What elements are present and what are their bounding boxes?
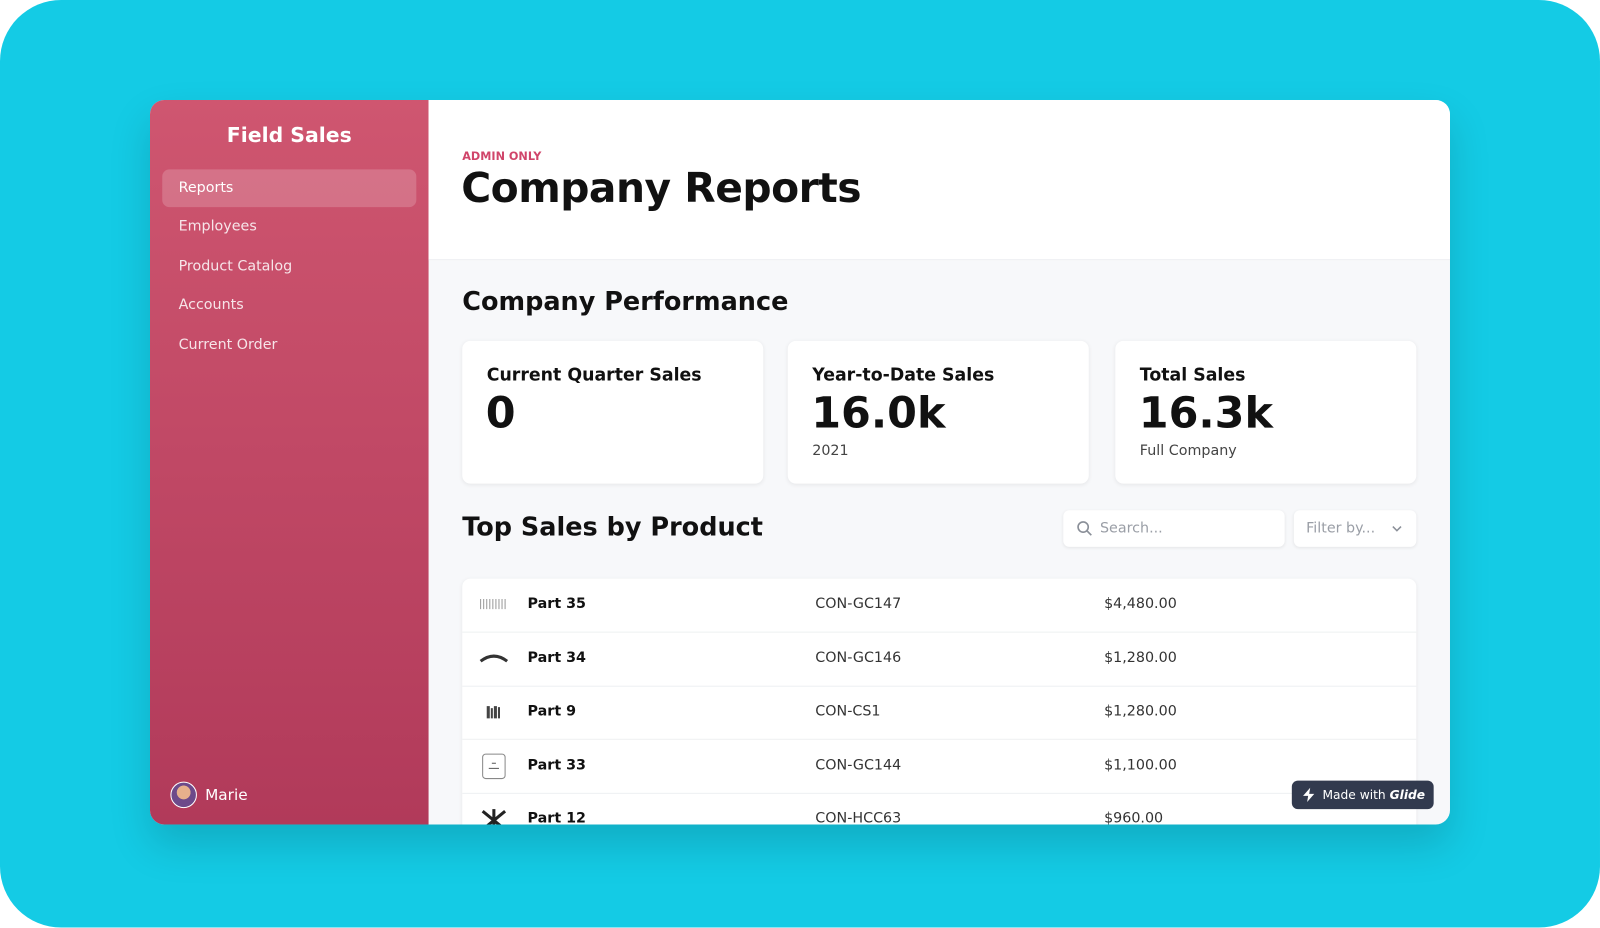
product-icon <box>481 809 507 825</box>
product-code: CON-HCC63 <box>815 810 902 825</box>
table-row[interactable]: Part 34 CON-GC146 $1,280.00 <box>462 632 1417 687</box>
user[interactable]: Marie <box>170 781 248 809</box>
header: ADMIN ONLY Company Reports <box>428 99 1450 261</box>
product-code: CON-GC147 <box>815 595 902 613</box>
product-code: CON-CS1 <box>815 703 881 720</box>
card-value: 16.3k <box>1138 387 1274 438</box>
card-subtitle: Full Company <box>1139 442 1237 460</box>
stat-card: Current Quarter Sales 0 <box>462 340 764 484</box>
table-row[interactable]: Part 33 CON-GC144 $1,100.00 <box>462 739 1417 794</box>
product-icon <box>486 706 500 719</box>
product-icon <box>479 654 509 662</box>
eyebrow: ADMIN ONLY <box>462 149 542 164</box>
search-placeholder: Search... <box>1099 520 1163 537</box>
app-title: Field Sales <box>226 122 352 147</box>
sidebar: Field Sales Reports Employees Product Cata… <box>149 99 429 825</box>
product-code: CON-GC146 <box>815 649 902 666</box>
search-input[interactable]: Search... <box>1063 510 1285 547</box>
chevron <box>1392 525 1402 532</box>
product-price: $4,480.00 <box>1104 595 1177 613</box>
table-row[interactable]: Part 35 CON-GC147 $4,480.00 <box>462 579 1417 633</box>
app-window: Field Sales Reports Employees Product Cata… <box>149 99 1450 825</box>
nav-item[interactable]: Employees <box>178 218 257 236</box>
filter-select[interactable]: Filter by... <box>1293 510 1417 547</box>
nav-item[interactable]: Current Order <box>178 336 278 353</box>
bolt-icon <box>1303 787 1315 803</box>
product-price: $1,100.00 <box>1104 756 1177 773</box>
table-row[interactable]: Part 9 CON-CS1 $1,280.00 <box>462 686 1417 740</box>
product-name: Part 34 <box>527 649 587 666</box>
card-subtitle: 2021 <box>812 442 849 460</box>
card-value: 0 <box>485 387 516 438</box>
card-title: Total Sales <box>1139 365 1246 386</box>
search-icon <box>1077 521 1092 536</box>
card-title: Current Quarter Sales <box>486 365 702 386</box>
section-title: Top Sales by Product <box>462 512 763 542</box>
badge-prefix: Made with <box>1322 787 1386 803</box>
stat-card: Total Sales 16.3k Full Company <box>1115 340 1417 484</box>
product-name: Part 33 <box>527 756 587 773</box>
stat-card: Year-to-Date Sales 16.0k 2021 <box>787 340 1089 484</box>
badge-brand: Glide <box>1389 787 1426 803</box>
nav-item[interactable]: Reports <box>162 169 417 208</box>
product-name: Part 12 <box>527 810 587 825</box>
product-price: $960.00 <box>1104 810 1164 825</box>
card-value: 16.0k <box>811 387 946 438</box>
page-title: Company Reports <box>461 165 862 213</box>
product-name: Part 9 <box>527 703 577 720</box>
nav-item[interactable]: Accounts <box>178 297 244 314</box>
product-code: CON-GC144 <box>815 756 902 773</box>
product-price: $1,280.00 <box>1104 649 1177 666</box>
made-with-badge[interactable]: Made with Glide <box>1291 780 1434 810</box>
filter-placeholder: Filter by... <box>1306 520 1376 537</box>
product-table: Part 35 CON-GC147 $4,480.00 Part 34 CON-GC14… <box>462 578 1417 825</box>
card-title: Year-to-Date Sales <box>812 365 995 386</box>
section-title: Company Performance <box>462 286 789 317</box>
product-icon <box>482 753 506 779</box>
product-price: $1,280.00 <box>1104 703 1177 720</box>
user-name: Marie <box>205 785 248 805</box>
product-icon <box>480 598 506 610</box>
avatar <box>170 781 197 809</box>
nav-item[interactable]: Product Catalog <box>178 257 293 275</box>
table-row[interactable]: Part 12 CON-HCC63 $960.00 <box>462 793 1416 825</box>
product-name: Part 35 <box>527 595 587 613</box>
